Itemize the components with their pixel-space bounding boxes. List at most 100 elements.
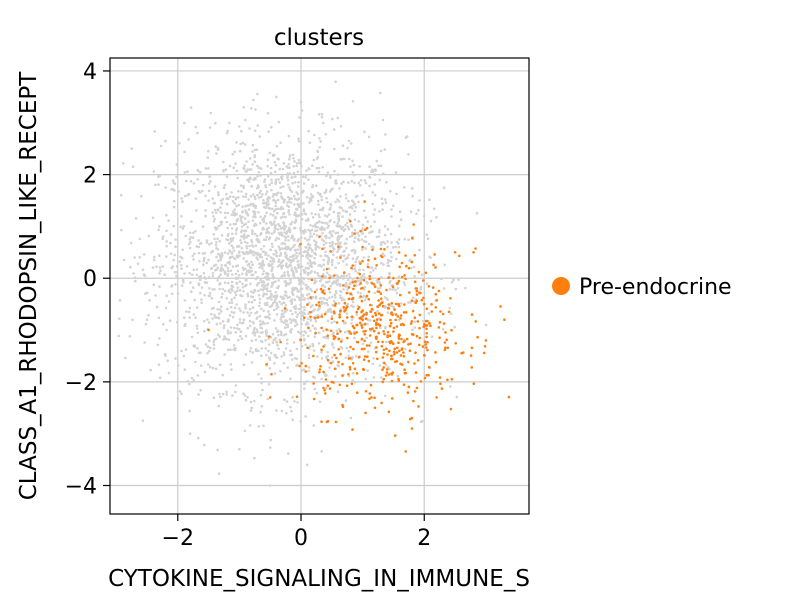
background-point — [219, 199, 223, 202]
pre-endocrine-point — [295, 395, 299, 399]
pre-endocrine-point — [270, 372, 273, 376]
background-point — [368, 231, 371, 235]
background-point — [273, 161, 277, 164]
background-point — [324, 335, 327, 339]
background-point — [296, 192, 300, 196]
background-point — [234, 384, 238, 387]
background-point — [269, 256, 273, 259]
background-point — [417, 208, 420, 212]
background-point — [219, 206, 222, 209]
pre-endocrine-point — [385, 371, 389, 374]
background-point — [298, 298, 301, 302]
background-point — [251, 143, 255, 147]
background-point — [333, 293, 337, 297]
background-point — [448, 306, 452, 310]
background-point — [165, 328, 168, 332]
background-point — [334, 296, 337, 299]
background-point — [258, 297, 262, 301]
pre-endocrine-point — [400, 261, 404, 265]
background-point — [353, 249, 357, 253]
pre-endocrine-point — [385, 368, 389, 371]
background-point — [202, 271, 206, 275]
background-point — [192, 313, 196, 316]
background-point — [261, 289, 265, 292]
background-point — [247, 220, 250, 224]
pre-endocrine-point — [472, 382, 476, 386]
background-point — [308, 235, 312, 238]
background-point — [234, 272, 238, 276]
background-point — [171, 179, 175, 182]
pre-endocrine-point — [326, 384, 330, 388]
background-point — [349, 281, 352, 284]
background-point — [246, 396, 249, 399]
background-point — [335, 273, 338, 277]
background-point — [254, 197, 257, 201]
background-point — [241, 282, 244, 286]
pre-endocrine-point — [439, 310, 442, 313]
pre-endocrine-point — [381, 380, 385, 384]
background-point — [322, 268, 326, 272]
background-point — [270, 232, 274, 235]
background-point — [200, 286, 204, 289]
background-point — [331, 360, 335, 363]
pre-endocrine-point — [367, 297, 371, 301]
pre-endocrine-point — [381, 304, 385, 308]
background-point — [300, 217, 304, 221]
background-point — [284, 310, 287, 314]
background-point — [234, 196, 238, 200]
background-point — [229, 348, 232, 352]
pre-endocrine-point — [353, 284, 356, 288]
background-point — [210, 267, 213, 271]
background-point — [317, 220, 321, 224]
background-point — [297, 180, 300, 184]
background-point — [287, 239, 290, 242]
pre-endocrine-point — [414, 371, 418, 374]
background-point — [334, 231, 338, 235]
background-point — [284, 282, 288, 285]
background-point — [182, 281, 185, 284]
pre-endocrine-point — [407, 266, 411, 270]
background-point — [322, 243, 326, 247]
pre-endocrine-point — [381, 356, 385, 359]
pre-endocrine-point — [474, 247, 477, 250]
background-point — [368, 165, 371, 168]
background-point — [258, 301, 262, 305]
background-point — [326, 280, 329, 284]
background-point — [296, 260, 300, 263]
background-point — [292, 165, 296, 168]
background-point — [231, 255, 234, 258]
background-point — [314, 297, 318, 300]
background-point — [383, 233, 387, 237]
background-point — [129, 241, 133, 245]
pre-endocrine-point — [371, 327, 374, 330]
pre-endocrine-point — [380, 255, 384, 259]
background-point — [329, 284, 333, 288]
background-point — [297, 139, 301, 143]
background-point — [297, 205, 301, 209]
background-point — [316, 271, 319, 275]
background-point — [332, 128, 336, 131]
background-point — [328, 236, 331, 240]
background-point — [367, 135, 371, 139]
background-point — [207, 167, 210, 170]
background-point — [204, 277, 207, 280]
pre-endocrine-point — [469, 354, 473, 357]
pre-endocrine-point — [345, 384, 349, 388]
background-point — [279, 330, 283, 334]
background-point — [268, 296, 272, 299]
background-point — [362, 268, 365, 272]
background-point — [300, 330, 303, 334]
pre-endocrine-point — [380, 301, 384, 305]
background-point — [184, 179, 188, 183]
pre-endocrine-point — [307, 326, 310, 330]
pre-endocrine-point — [300, 362, 303, 365]
background-point — [264, 253, 267, 257]
background-point — [242, 234, 246, 238]
pre-endocrine-point — [434, 351, 437, 354]
background-point — [283, 198, 287, 202]
background-point — [262, 198, 265, 202]
background-point — [325, 271, 329, 275]
background-point — [288, 226, 291, 230]
background-point — [267, 231, 271, 235]
pre-endocrine-point — [426, 348, 429, 352]
